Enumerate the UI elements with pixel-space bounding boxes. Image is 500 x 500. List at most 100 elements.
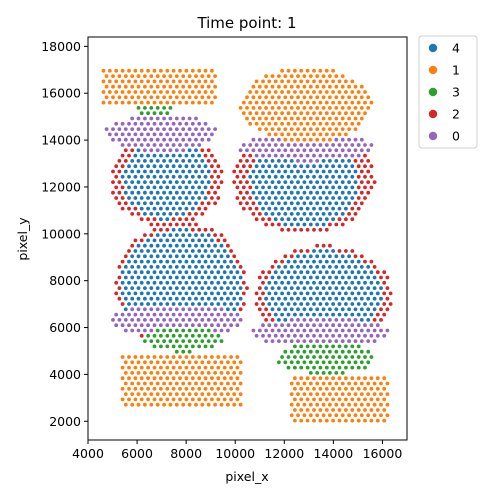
spot-0 [305,143,310,147]
spot-4 [280,164,284,169]
spot-2 [213,159,218,163]
spot-3 [289,360,294,365]
spot-4 [127,164,131,169]
spot-4 [299,196,304,200]
spot-1 [101,100,106,105]
spot-3 [315,360,320,365]
spot-0 [344,333,348,338]
spot-4 [222,259,227,264]
spot-1 [127,79,131,84]
spot-2 [245,180,249,185]
spot-1 [257,127,262,131]
spot-4 [174,275,179,280]
spot-3 [293,344,297,349]
spot-0 [302,148,307,153]
spot-4 [162,201,167,206]
spot-4 [312,164,316,169]
spot-3 [334,371,339,375]
spot-4 [347,265,351,269]
spot-2 [264,318,268,322]
spot-1 [366,402,371,407]
spot-0 [213,127,218,131]
spot-1 [146,397,151,402]
spot-4 [277,180,281,185]
spot-0 [139,121,144,126]
spot-2 [372,265,377,269]
spot-2 [111,190,115,195]
spot-0 [251,137,256,142]
spot-4 [328,286,332,290]
spot-1 [200,392,205,396]
spot-0 [254,153,259,158]
spot-4 [168,296,173,301]
spot-4 [123,307,128,312]
spot-1 [133,365,138,370]
spot-0 [337,153,342,158]
spot-2 [149,222,154,227]
spot-4 [344,196,348,200]
spot-0 [133,312,138,317]
spot-3 [280,355,284,359]
spot-4 [165,249,170,253]
spot-1 [375,408,380,412]
spot-0 [340,328,345,333]
spot-0 [318,333,323,338]
spot-4 [235,280,240,285]
spot-1 [328,137,332,142]
spot-4 [312,196,316,200]
spot-4 [286,302,291,306]
spot-0 [168,307,173,312]
spot-4 [344,164,348,169]
spot-1 [149,381,154,386]
spot-0 [139,312,144,317]
spot-1 [123,360,128,365]
spot-4 [165,217,170,222]
spot-0 [120,143,125,147]
spot-1 [321,84,326,89]
spot-3 [168,328,173,333]
spot-2 [146,217,151,222]
spot-3 [302,360,307,365]
spot-1 [289,84,294,89]
spot-4 [168,286,173,290]
spot-2 [363,164,367,169]
spot-1 [165,397,170,402]
spot-1 [308,127,313,131]
spot-3 [337,365,342,370]
spot-2 [261,312,265,317]
spot-4 [152,249,157,253]
spot-2 [379,307,383,312]
spot-0 [181,127,186,131]
spot-1 [165,90,170,94]
spot-4 [350,291,355,296]
spot-4 [302,180,307,185]
legend-label: 0 [452,129,460,144]
spot-3 [305,355,310,359]
spot-2 [174,222,179,227]
spot-2 [210,227,214,232]
spot-1 [286,68,291,73]
spot-1 [324,376,329,381]
spot-1 [261,121,265,126]
spot-2 [133,238,138,243]
spot-4 [146,164,151,169]
spot-0 [251,328,256,333]
spot-1 [331,408,335,412]
spot-4 [277,212,281,216]
spot-4 [318,206,323,211]
spot-1 [312,79,316,84]
spot-2 [187,212,192,216]
spot-2 [117,180,122,185]
spot-4 [133,164,138,169]
spot-1 [219,402,224,407]
spot-1 [318,376,323,381]
spot-2 [382,302,387,306]
spot-1 [321,381,326,386]
spot-1 [251,116,256,121]
spot-1 [149,371,154,375]
spot-4 [136,148,141,153]
spot-4 [321,159,326,163]
spot-4 [305,270,310,275]
spot-2 [353,159,358,163]
spot-4 [197,153,202,158]
